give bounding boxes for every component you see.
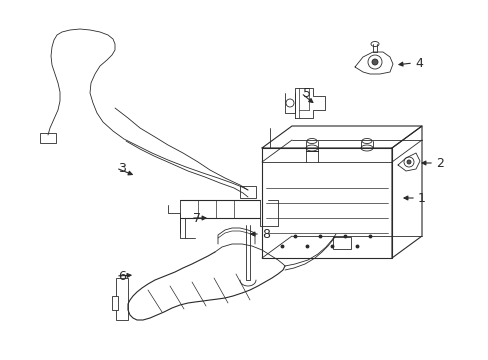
Circle shape: [367, 55, 381, 69]
Ellipse shape: [370, 41, 378, 46]
Ellipse shape: [305, 145, 317, 151]
Circle shape: [371, 59, 377, 65]
Ellipse shape: [306, 139, 316, 144]
Ellipse shape: [361, 139, 371, 144]
Circle shape: [403, 157, 413, 167]
Bar: [112, 296, 118, 310]
Bar: [116, 278, 128, 320]
Bar: [332, 237, 350, 249]
Text: 3: 3: [118, 162, 125, 175]
Text: 6: 6: [118, 270, 125, 283]
Text: 4: 4: [414, 57, 422, 69]
Text: 7: 7: [193, 212, 201, 225]
Text: 1: 1: [417, 192, 425, 204]
Bar: [40, 133, 56, 143]
Circle shape: [285, 99, 293, 107]
Text: 2: 2: [435, 157, 443, 170]
Text: 8: 8: [262, 228, 269, 240]
Circle shape: [406, 160, 410, 164]
Ellipse shape: [360, 145, 372, 151]
Bar: [240, 186, 256, 198]
Text: 5: 5: [303, 86, 310, 99]
